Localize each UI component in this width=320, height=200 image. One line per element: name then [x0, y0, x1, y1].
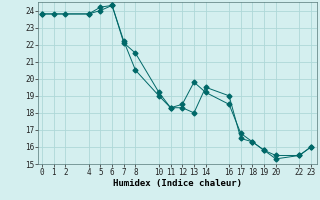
X-axis label: Humidex (Indice chaleur): Humidex (Indice chaleur): [113, 179, 242, 188]
